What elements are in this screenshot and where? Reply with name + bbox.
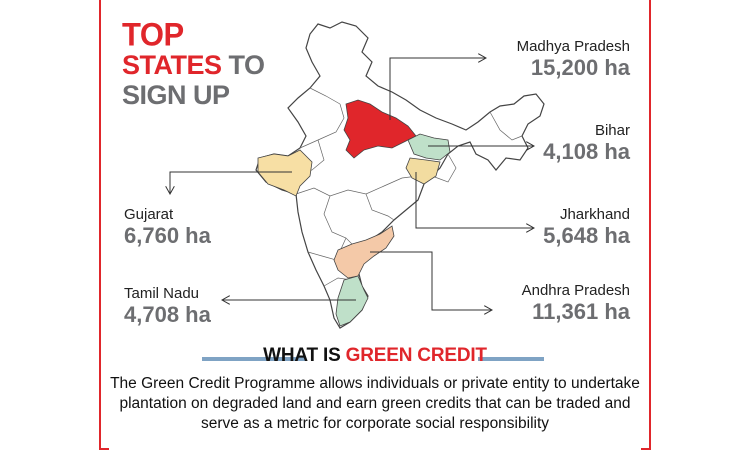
state-value: 4,708 ha xyxy=(124,302,211,327)
heading-bar-right xyxy=(478,357,544,361)
state-value: 5,648 ha xyxy=(543,223,630,248)
label-gujarat: Gujarat 6,760 ha xyxy=(124,206,264,248)
state-name: Bihar xyxy=(594,122,630,139)
state-gujarat xyxy=(257,149,313,197)
headline-line-3: SIGN UP xyxy=(122,80,230,110)
state-value: 6,760 ha xyxy=(124,223,211,248)
headline: TOP STATES TO SIGN UP xyxy=(122,16,265,110)
headline-states: STATES xyxy=(122,50,222,80)
headline-line-1: TOP xyxy=(122,16,184,53)
section-title-highlight: GREEN CREDIT xyxy=(345,345,487,366)
label-andhra-pradesh: Andhra Pradesh 11,361 ha xyxy=(456,282,630,324)
state-name: Jharkhand xyxy=(559,206,630,223)
leader-jharkhand xyxy=(415,172,534,228)
frame-right-bracket xyxy=(641,0,651,450)
leader-andhra-pradesh xyxy=(370,251,492,310)
state-madhya-pradesh xyxy=(343,99,417,159)
section-title: WHAT IS GREEN CREDIT xyxy=(0,345,750,367)
state-bihar xyxy=(407,133,451,161)
leader-madhya-pradesh xyxy=(389,58,486,120)
section-title-prefix: WHAT IS xyxy=(263,345,346,366)
state-value: 11,361 ha xyxy=(532,299,630,324)
state-name: Andhra Pradesh xyxy=(521,282,630,299)
state-name: Gujarat xyxy=(124,206,174,223)
label-jharkhand: Jharkhand 5,648 ha xyxy=(480,206,630,248)
green-credit-description: The Green Credit Programme allows indivi… xyxy=(110,375,640,432)
frame-left-bracket xyxy=(99,0,109,450)
label-madhya-pradesh: Madhya Pradesh 15,200 ha xyxy=(456,38,630,80)
leader-lines xyxy=(170,58,534,310)
state-name: Madhya Pradesh xyxy=(516,38,630,55)
label-bihar: Bihar 4,108 ha xyxy=(480,122,630,164)
label-tamil-nadu: Tamil Nadu 4,708 ha xyxy=(124,285,264,327)
green-credit-heading: WHAT IS GREEN CREDIT xyxy=(0,343,750,373)
heading-bar-left xyxy=(202,357,306,361)
state-value: 4,108 ha xyxy=(543,139,630,164)
headline-to: TO xyxy=(221,50,266,80)
leader-gujarat xyxy=(170,171,292,194)
state-name: Tamil Nadu xyxy=(124,285,200,302)
state-value: 15,200 ha xyxy=(530,55,630,80)
headline-line-2: STATES TO xyxy=(122,50,265,80)
state-tamil-nadu xyxy=(335,275,369,327)
state-jharkhand xyxy=(405,157,441,185)
